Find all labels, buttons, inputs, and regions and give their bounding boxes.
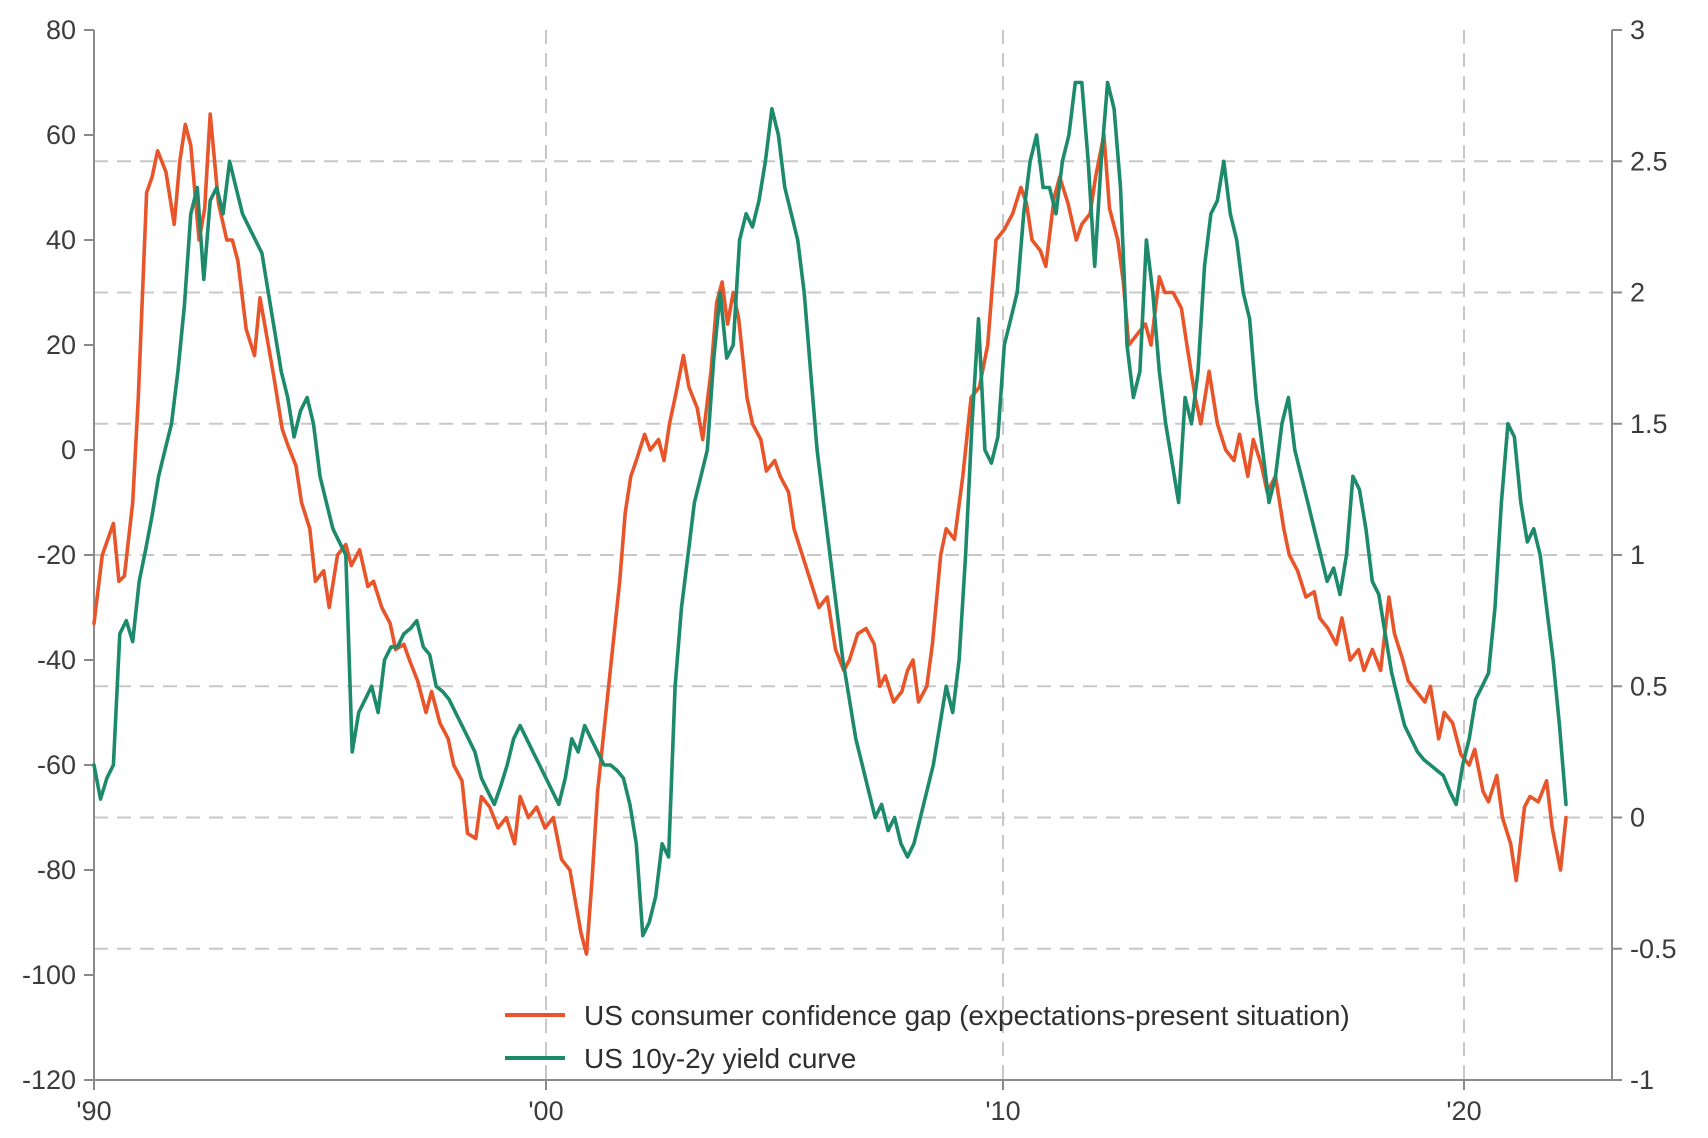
- left-tick-label: -100: [22, 960, 76, 990]
- left-tick-label: 80: [46, 15, 76, 45]
- x-tick-label: '20: [1446, 1096, 1481, 1126]
- x-tick-label: '00: [528, 1096, 563, 1126]
- series-line-yield-curve: [92, 80, 1568, 938]
- grid: [94, 30, 1612, 1080]
- left-tick-label: -20: [37, 540, 76, 570]
- left-tick-label: -80: [37, 855, 76, 885]
- series-line-consumer-confidence-gap: [92, 112, 1568, 956]
- x-tick-label: '90: [76, 1096, 111, 1126]
- right-tick-label: 1: [1630, 540, 1645, 570]
- right-axis-ticks: 3 2.5 2 1.5 1 0.5 0 -0.5 -1: [1612, 15, 1677, 1095]
- right-tick-label: 2: [1630, 278, 1645, 308]
- left-tick-label: 40: [46, 225, 76, 255]
- right-tick-label: 0: [1630, 803, 1645, 833]
- left-axis-ticks: 80 60 40 20 0 -20 -40 -60 -80 -100 -120: [22, 15, 94, 1095]
- left-tick-label: 60: [46, 120, 76, 150]
- x-tick-label: '10: [985, 1096, 1020, 1126]
- right-tick-label: 1.5: [1630, 409, 1668, 439]
- right-tick-label: -0.5: [1630, 934, 1677, 964]
- legend: US consumer confidence gap (expectations…: [505, 1000, 1350, 1074]
- right-tick-label: 0.5: [1630, 671, 1668, 701]
- left-tick-label: -60: [37, 750, 76, 780]
- legend-label-yield-curve: US 10y-2y yield curve: [584, 1043, 856, 1074]
- left-tick-label: 0: [61, 435, 76, 465]
- right-tick-label: 3: [1630, 15, 1645, 45]
- right-tick-label: 2.5: [1630, 146, 1668, 176]
- x-axis-ticks: '90 '00 '10 '20: [76, 1080, 1482, 1126]
- right-tick-label: -1: [1630, 1065, 1654, 1095]
- series-lines: [92, 80, 1568, 956]
- left-tick-label: 20: [46, 330, 76, 360]
- left-tick-label: -40: [37, 645, 76, 675]
- left-tick-label: -120: [22, 1065, 76, 1095]
- legend-label-consumer-confidence: US consumer confidence gap (expectations…: [584, 1000, 1350, 1031]
